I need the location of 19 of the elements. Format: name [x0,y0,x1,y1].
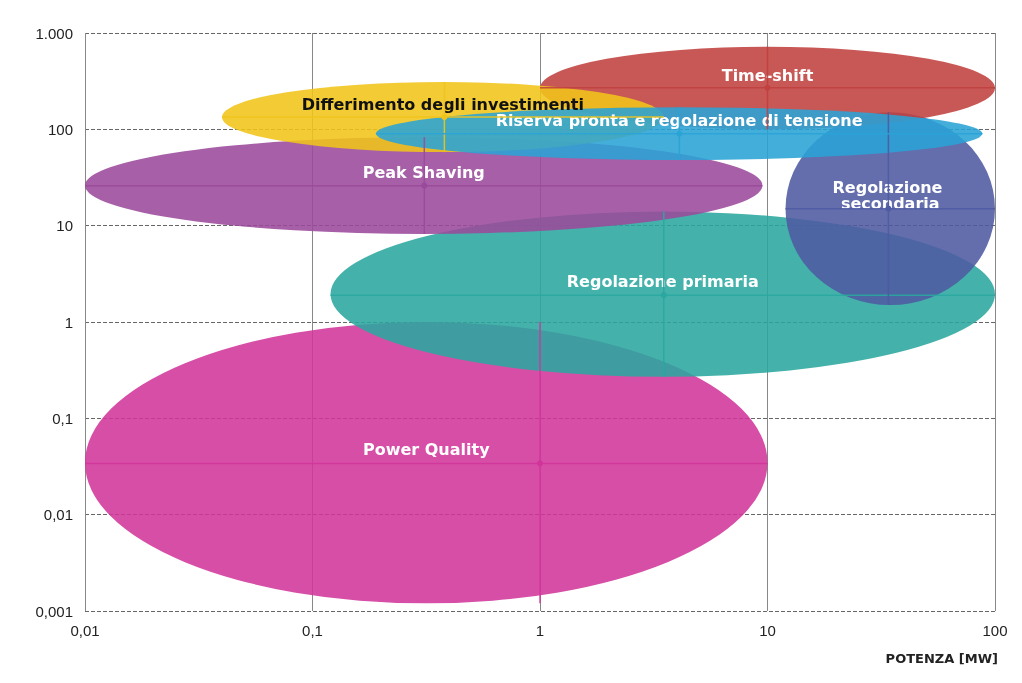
x-axis-title: POTENZA [MW] [885,651,999,666]
y-tick-label: 1.000 [35,24,73,42]
text: Power Quality [362,440,491,460]
x-tick-label: 10 [759,622,776,639]
y-tick-label: 10 [56,217,73,235]
y-tick-label: 1 [64,313,73,331]
series-label: Time-shift [721,65,814,85]
x-tick-label: 1 [535,622,545,639]
x-tick-label: 0,01 [70,622,100,639]
y-tick-label: 100 [47,120,73,138]
series-label: Regolazione primaria [566,271,759,291]
series-label: Peak Shaving [362,163,485,183]
y-tick-label: 0,001 [35,602,73,620]
series-label: Regolazione secondaria [832,178,949,214]
x-tick-label: 100 [982,622,1008,639]
y-tick-label: 0,01 [43,506,73,524]
y-tick-label: 0,1 [52,409,73,427]
series-label: Differimento degli investimenti [301,94,584,114]
x-tick-label: 0,1 [302,622,323,639]
